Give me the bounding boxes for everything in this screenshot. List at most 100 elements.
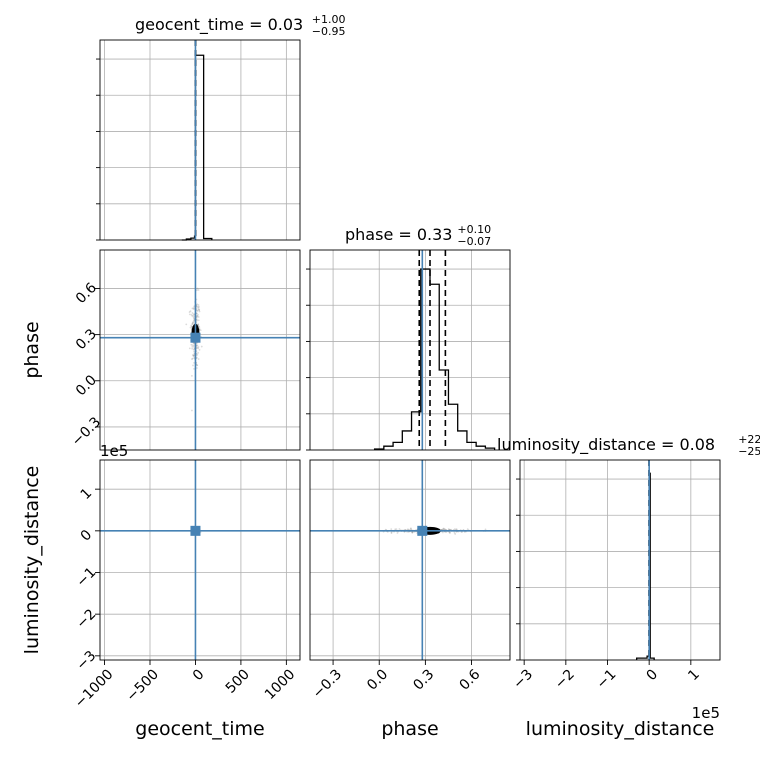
scatter-point bbox=[192, 364, 194, 367]
scatter-point bbox=[453, 531, 456, 534]
hist-title-sub-luminosity_distance: −25.20 bbox=[738, 445, 760, 458]
yaxis-label-luminosity_distance: luminosity_distance bbox=[21, 466, 43, 655]
xtick-label: −3 bbox=[510, 666, 536, 692]
scatter-point bbox=[448, 531, 451, 534]
scatter-point bbox=[191, 312, 194, 314]
scatter-point bbox=[444, 528, 446, 531]
scatter-point bbox=[191, 323, 194, 326]
scatter-point bbox=[195, 316, 198, 319]
scatter-point bbox=[411, 531, 414, 534]
scatter-point bbox=[394, 528, 397, 531]
scatter-point bbox=[192, 342, 195, 345]
scatter-point bbox=[191, 358, 193, 360]
scatter-point bbox=[455, 528, 458, 531]
ytick-label: 1 bbox=[78, 485, 96, 503]
scatter-point bbox=[197, 304, 200, 306]
scatter-point bbox=[188, 313, 191, 316]
scatter-point bbox=[196, 315, 199, 318]
scatter-point bbox=[195, 305, 198, 308]
xaxis-label-phase: phase bbox=[381, 718, 438, 740]
panel-frame bbox=[519, 459, 721, 661]
scatter-point bbox=[191, 409, 193, 412]
panel-frame bbox=[99, 459, 301, 661]
scatter-point bbox=[447, 528, 450, 530]
ytick-label: −2 bbox=[74, 606, 100, 632]
xtick-label: −0.3 bbox=[310, 666, 345, 701]
scatter-point bbox=[191, 307, 194, 310]
scatter-point bbox=[190, 325, 193, 328]
yaxis-label-phase: phase bbox=[21, 321, 43, 378]
xtick-label: −500 bbox=[124, 666, 163, 705]
scatter-point bbox=[453, 528, 456, 531]
scatter-point bbox=[454, 533, 457, 535]
ytick-label: −1 bbox=[74, 564, 100, 590]
xaxis-label-geocent_time: geocent_time bbox=[135, 718, 264, 740]
scatter-point bbox=[198, 310, 201, 313]
scatter-point bbox=[193, 350, 195, 353]
scatter-point bbox=[192, 313, 195, 316]
scatter-point bbox=[442, 527, 445, 530]
xtick-label: 500 bbox=[223, 666, 253, 696]
scatter-point bbox=[190, 324, 193, 327]
yaxis-offset-luminosity_distance: 1e5 bbox=[100, 442, 128, 460]
scatter-point bbox=[442, 527, 445, 530]
scatter-point bbox=[191, 357, 194, 360]
hist-title-sup-phase: +0.10 bbox=[457, 223, 491, 236]
xaxis-offset-luminosity_distance: 1e5 bbox=[692, 704, 720, 722]
scatter-point bbox=[196, 344, 199, 347]
hist-title-sub-phase: −0.07 bbox=[457, 235, 491, 248]
scatter-point bbox=[190, 375, 193, 377]
scatter-point bbox=[195, 319, 198, 322]
scatter-point bbox=[191, 323, 194, 325]
xtick-label: 0 bbox=[190, 666, 208, 684]
scatter-point bbox=[441, 531, 444, 534]
scatter-point bbox=[192, 344, 195, 347]
scatter-point bbox=[484, 528, 487, 531]
scatter-point bbox=[442, 528, 445, 531]
scatter-point bbox=[390, 531, 393, 534]
hist-title-sup-geocent_time: +1.00 bbox=[312, 13, 346, 26]
scatter-point bbox=[197, 289, 200, 291]
xaxis-phase: −0.3 0.0 0.3 0.6 phase bbox=[310, 660, 484, 740]
scatter-point bbox=[192, 354, 195, 357]
scatter-point bbox=[197, 316, 200, 318]
scatter-point bbox=[197, 358, 200, 360]
panel-2d-geocent_time-luminosity_distance bbox=[99, 459, 301, 661]
panel-hist-geocent_time: geocent_time = 0.03 +1.00−0.95 bbox=[96, 13, 346, 241]
xtick-label: −2 bbox=[552, 666, 578, 692]
truth-marker bbox=[190, 332, 201, 343]
scatter-point bbox=[398, 528, 401, 530]
yaxis-luminosity_distance: −3 −2 −1 0 1 luminosity_distance 1e5 bbox=[21, 442, 128, 674]
scatter-point bbox=[197, 347, 200, 350]
scatter-point bbox=[411, 531, 414, 534]
scatter-point bbox=[455, 528, 458, 531]
scatter-point bbox=[193, 361, 195, 364]
xtick-label: 0.3 bbox=[410, 666, 437, 693]
scatter-point bbox=[395, 528, 398, 531]
hist-title-luminosity_distance: luminosity_distance = 0.08 bbox=[497, 435, 715, 455]
hist-title-sup-luminosity_distance: +22.95 bbox=[738, 433, 760, 446]
scatter-point bbox=[191, 345, 194, 348]
scatter-point bbox=[406, 528, 409, 531]
histogram-geocent_time bbox=[181, 54, 213, 241]
scatter-point bbox=[197, 313, 199, 316]
truth-marker bbox=[417, 525, 428, 536]
scatter-point bbox=[188, 311, 191, 313]
scatter-point bbox=[190, 343, 193, 346]
xtick-label: 0 bbox=[644, 666, 662, 684]
ytick-label: 0.0 bbox=[73, 372, 100, 399]
ytick-label: 0.6 bbox=[73, 280, 100, 307]
panel-frame bbox=[99, 39, 301, 241]
xtick-label: 1 bbox=[685, 666, 703, 684]
scatter-point bbox=[196, 303, 198, 305]
panel-frame bbox=[99, 249, 301, 451]
scatter-point bbox=[197, 305, 200, 308]
scatter-point bbox=[192, 355, 195, 357]
hist-title-phase: phase = 0.33 bbox=[345, 225, 452, 244]
scatter-point bbox=[193, 354, 195, 357]
xtick-label: 0.0 bbox=[364, 666, 391, 693]
xaxis-label-luminosity_distance: luminosity_distance bbox=[526, 718, 715, 740]
scatter-point bbox=[188, 347, 191, 350]
scatter-point bbox=[198, 326, 201, 328]
